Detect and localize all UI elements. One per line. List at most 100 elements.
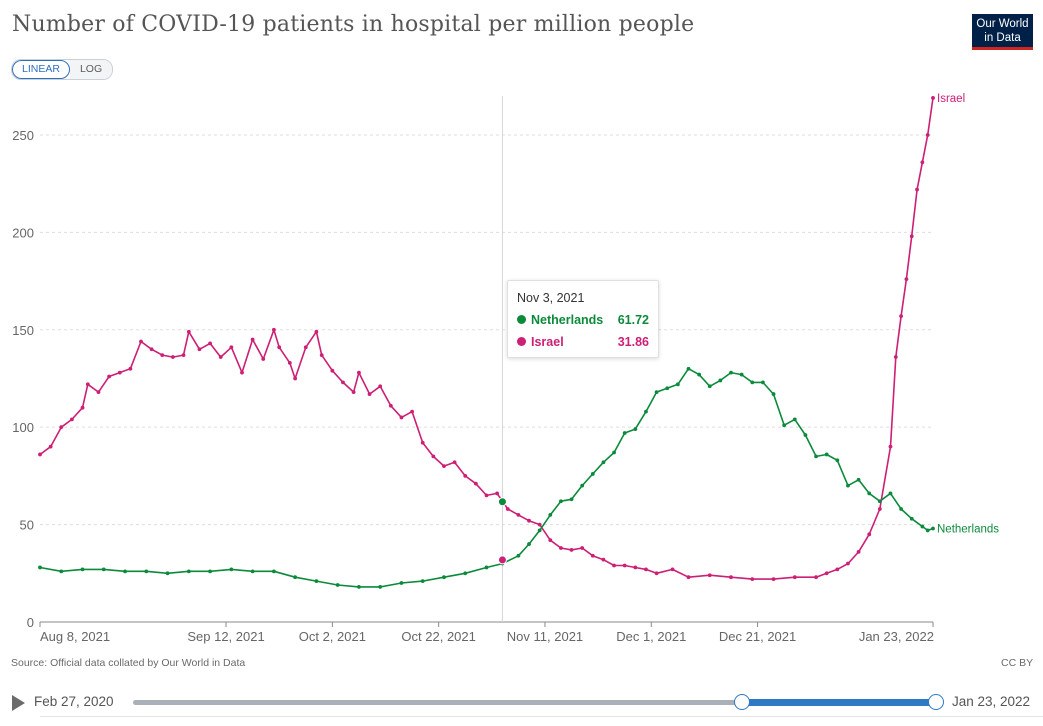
israel-point — [59, 425, 64, 430]
line-chart[interactable]: 0 50 100 150 200 250 Aug 8, 2021 Sep 12, 2021 Oc… — [0, 0, 1043, 650]
netherlands-point — [314, 579, 319, 583]
netherlands-point — [357, 585, 361, 589]
netherlands-point — [920, 524, 925, 529]
israel-point — [80, 405, 85, 410]
netherlands-point — [739, 372, 744, 377]
log-scale-button[interactable]: LOG — [69, 60, 113, 79]
israel-point — [904, 277, 909, 282]
x-tick-label: Sep 12, 2021 — [187, 629, 264, 644]
israel-point — [170, 355, 175, 359]
israel-point — [319, 353, 324, 358]
y-tick-label: 100 — [12, 420, 34, 435]
israel-point — [38, 452, 42, 457]
israel-point — [149, 347, 154, 352]
logo-line-1: Our World — [976, 18, 1029, 30]
netherlands-point — [250, 569, 255, 574]
tooltip-row-israel: Israel 31.86 — [517, 335, 649, 349]
israel-legend-dot — [517, 337, 526, 346]
israel-point — [888, 444, 893, 449]
netherlands-point — [378, 585, 383, 589]
license-link[interactable]: CC BY — [1001, 657, 1034, 669]
netherlands-line — [39, 367, 934, 588]
timeline-track[interactable] — [133, 700, 936, 705]
netherlands-series-label: Netherlands — [937, 523, 999, 535]
owid-logo[interactable]: Our World in Data — [972, 14, 1033, 50]
israel-point — [931, 96, 935, 100]
israel-point — [139, 339, 143, 344]
x-tick-label: Jan 23, 2022 — [859, 629, 934, 644]
logo-line-2: in Data — [984, 32, 1021, 44]
israel-point — [771, 577, 776, 582]
y-tick-label: 250 — [12, 128, 34, 143]
israel-point — [877, 507, 882, 511]
israel-point — [463, 473, 468, 478]
netherlands-point — [335, 583, 340, 587]
israel-series-label: Israel — [937, 93, 965, 105]
x-tick-label: Dec 1, 2021 — [616, 629, 686, 644]
netherlands-point — [771, 392, 776, 396]
israel-point — [915, 187, 919, 192]
source-note[interactable]: Source: Official data collated by Our Wo… — [11, 657, 246, 669]
timeline-footer-divider — [40, 716, 1043, 726]
netherlands-point — [750, 380, 755, 385]
tooltip-row-netherlands: Netherlands 61.72 — [517, 313, 649, 327]
netherlands-point — [484, 565, 489, 570]
netherlands-point — [707, 384, 712, 389]
netherlands-point — [38, 565, 42, 570]
israel-point — [559, 546, 563, 550]
netherlands-legend-dot — [517, 315, 526, 324]
israel-point — [612, 563, 616, 568]
israel-point — [824, 571, 829, 576]
israel-point — [867, 532, 872, 537]
israel-point — [548, 538, 553, 543]
israel-point — [670, 567, 675, 572]
israel-point — [644, 567, 648, 572]
israel-point — [505, 507, 510, 511]
netherlands-point — [229, 567, 234, 572]
israel-point — [107, 374, 112, 379]
netherlands-point — [80, 567, 85, 572]
linear-scale-button[interactable]: LINEAR — [12, 60, 70, 79]
israel-point — [293, 376, 298, 381]
israel-point — [420, 440, 425, 445]
israel-point — [48, 444, 53, 449]
netherlands-point — [888, 491, 893, 496]
israel-point — [271, 327, 276, 332]
israel-point — [856, 549, 861, 554]
israel-point — [590, 553, 595, 558]
netherlands-point — [729, 370, 733, 375]
israel-point — [303, 345, 308, 350]
israel-hover-marker — [497, 555, 507, 565]
netherlands-point — [144, 569, 149, 574]
timeline-start-label: Feb 27, 2020 — [34, 694, 114, 709]
israel-point — [229, 345, 234, 350]
israel-point — [160, 353, 165, 358]
israel-point — [484, 493, 489, 498]
timeline-start-handle[interactable] — [734, 694, 750, 710]
netherlands-point — [516, 553, 521, 558]
israel-point — [686, 575, 691, 580]
israel-point — [117, 370, 122, 375]
israel-point — [633, 565, 638, 570]
israel-point — [452, 460, 457, 465]
y-tick-label: 50 — [20, 518, 34, 533]
netherlands-point — [590, 472, 595, 476]
timeline-end-handle[interactable] — [928, 694, 944, 710]
israel-point — [846, 561, 850, 566]
tooltip-series-name: Israel — [531, 335, 564, 349]
netherlands-point — [899, 507, 904, 511]
netherlands-point — [123, 569, 127, 574]
netherlands-point — [442, 575, 446, 580]
x-tick-label: Oct 2, 2021 — [299, 629, 366, 644]
israel-point — [431, 454, 436, 459]
netherlands-point — [792, 417, 797, 422]
netherlands-point — [867, 491, 872, 496]
timeline-selected-range — [741, 699, 936, 706]
netherlands-point — [293, 575, 298, 580]
israel-point — [69, 417, 74, 422]
israel-point — [925, 133, 930, 137]
netherlands-point — [654, 390, 659, 395]
israel-point — [128, 366, 133, 371]
netherlands-point — [665, 386, 670, 391]
play-icon[interactable] — [12, 695, 25, 711]
